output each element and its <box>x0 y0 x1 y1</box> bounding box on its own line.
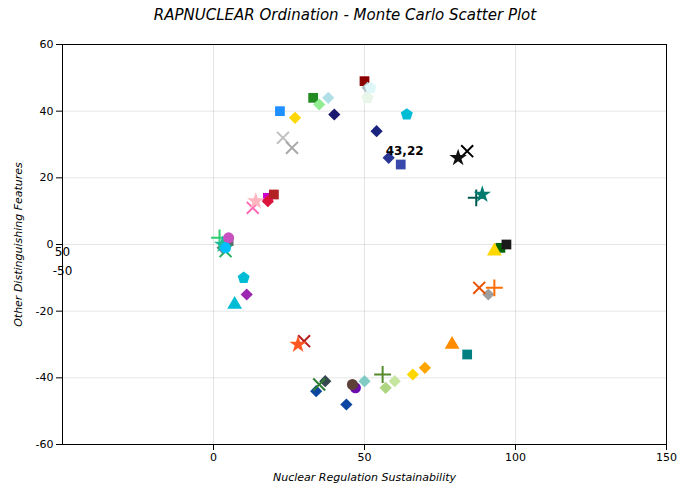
svg-text:-40: -40 <box>36 371 54 384</box>
svg-text:43,22: 43,22 <box>386 144 424 158</box>
svg-text:50: 50 <box>55 245 70 259</box>
svg-text:60: 60 <box>40 38 54 51</box>
svg-text:0: 0 <box>47 238 54 251</box>
svg-text:100: 100 <box>505 451 526 464</box>
svg-text:0: 0 <box>210 451 217 464</box>
svg-text:-50: -50 <box>53 264 73 278</box>
svg-text:150: 150 <box>656 451 677 464</box>
svg-text:Nuclear Regulation Sustainabil: Nuclear Regulation Sustainability <box>273 471 457 484</box>
svg-text:20: 20 <box>40 171 54 184</box>
svg-text:-60: -60 <box>36 438 54 451</box>
html-text:RAPNUCLEAR Ordination - Monte: RAPNUCLEAR Ordination - Monte Carlo Scat… <box>153 6 537 24</box>
svg-text:40: 40 <box>40 105 54 118</box>
svg-text:Other Distinguishing Features: Other Distinguishing Features <box>12 162 25 327</box>
svg-text:50: 50 <box>358 451 372 464</box>
svg-text:-20: -20 <box>36 305 54 318</box>
